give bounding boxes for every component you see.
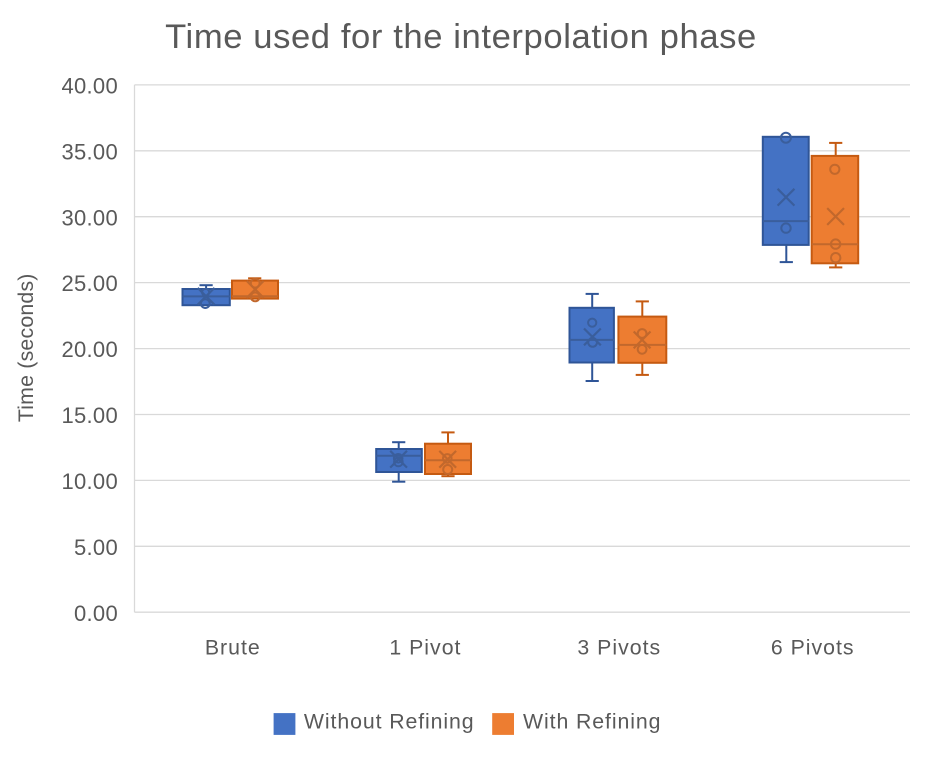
- svg-text:6 Pivots: 6 Pivots: [771, 636, 855, 660]
- svg-text:3 Pivots: 3 Pivots: [577, 636, 661, 660]
- svg-text:Time used for the interpolatio: Time used for the interpolation phase: [165, 18, 757, 56]
- svg-text:20.00: 20.00: [61, 337, 118, 362]
- svg-text:Brute: Brute: [205, 636, 261, 660]
- svg-text:With Refining: With Refining: [523, 709, 661, 733]
- svg-text:40.00: 40.00: [61, 74, 118, 99]
- svg-text:Without Refining: Without Refining: [304, 709, 475, 733]
- svg-text:1 Pivot: 1 Pivot: [389, 636, 461, 660]
- svg-text:0.00: 0.00: [74, 601, 118, 626]
- svg-text:30.00: 30.00: [61, 205, 118, 230]
- svg-text:10.00: 10.00: [61, 469, 118, 494]
- svg-text:Time (seconds): Time (seconds): [14, 273, 38, 422]
- svg-text:15.00: 15.00: [61, 403, 118, 428]
- svg-text:35.00: 35.00: [61, 139, 118, 164]
- svg-text:5.00: 5.00: [74, 535, 118, 560]
- svg-text:25.00: 25.00: [61, 271, 118, 296]
